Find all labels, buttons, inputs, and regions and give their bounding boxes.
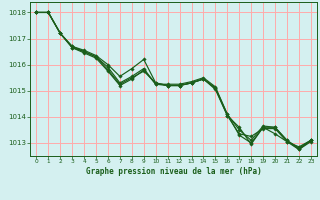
X-axis label: Graphe pression niveau de la mer (hPa): Graphe pression niveau de la mer (hPa) — [86, 167, 261, 176]
